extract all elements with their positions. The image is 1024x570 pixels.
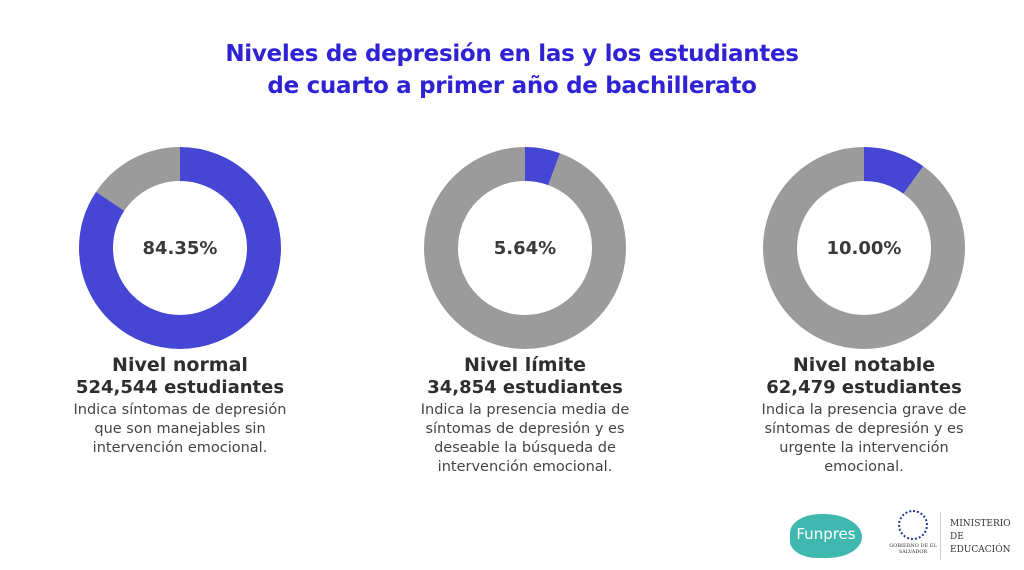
percent-label: 10.00%: [827, 238, 902, 259]
donut-card-notable: 10.00% Nivel notable 62,479 estudiantes …: [734, 146, 994, 477]
donut-chart-2: 10.00%: [763, 147, 965, 349]
donut-slice-rest: [79, 147, 281, 349]
footer-logos: Funpres GOBIERNO DE EL SALVADOR MINISTER…: [780, 508, 1020, 564]
percent-label: 84.35%: [143, 238, 218, 259]
donut-slice-rest: [424, 147, 626, 349]
donut-card-normal: 84.35% Nivel normal 524,544 estudiantes …: [50, 146, 310, 458]
divider: [940, 512, 941, 560]
donut-chart-0: 84.35%: [79, 147, 281, 349]
level-name: Nivel notable: [792, 354, 936, 376]
percent-label: 5.64%: [494, 238, 556, 259]
donut-chart-1: 5.64%: [424, 147, 626, 349]
funpres-logo: Funpres: [790, 514, 862, 558]
seal-icon: [898, 510, 928, 540]
ministerio-logo: MINISTERIO DE EDUCACIÓN: [950, 519, 1011, 555]
level-description: Indica la presencia media de síntomas de…: [420, 402, 630, 475]
student-count: 524,544 estudiantes: [75, 377, 285, 398]
donut-slice-rest: [763, 147, 965, 349]
level-name: Nivel límite: [463, 354, 587, 376]
gobierno-logo: GOBIERNO DE EL SALVADOR: [888, 510, 938, 555]
level-description: Indica la presencia grave de síntomas de…: [761, 402, 967, 475]
donut-card-limite: 5.64% Nivel límite 34,854 estudiantes In…: [395, 146, 655, 477]
page-title: Niveles de depresión en las y los estudi…: [225, 41, 799, 99]
level-name: Nivel normal: [112, 354, 248, 376]
student-count: 34,854 estudiantes: [427, 377, 623, 398]
level-description: Indica síntomas de depresión que son man…: [73, 402, 287, 456]
student-count: 62,479 estudiantes: [766, 377, 962, 398]
